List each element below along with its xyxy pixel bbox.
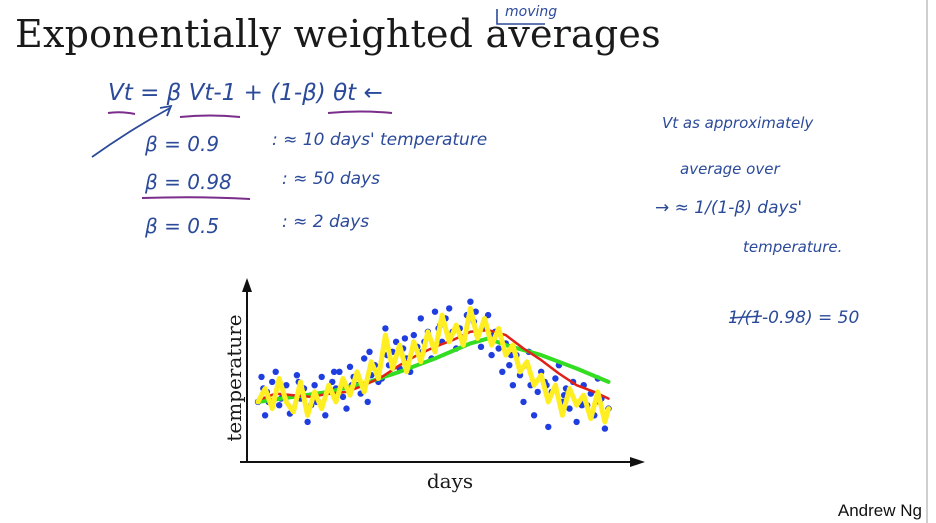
temperature-point — [269, 378, 276, 386]
temperature-point — [566, 405, 573, 412]
beta-row-2-value: β = 0.98 — [145, 170, 232, 194]
temperature-point — [311, 382, 318, 389]
right-note-line-2: average over — [680, 160, 780, 178]
temperature-point — [364, 398, 371, 406]
beta-row-2-approx: : ≈ 50 days — [282, 169, 380, 189]
temperature-point — [488, 351, 495, 359]
temperature-point — [293, 372, 301, 379]
title-annotation-moving: moving — [505, 4, 558, 20]
temperature-point — [318, 373, 325, 381]
temperature-point — [573, 418, 580, 426]
temperature-point — [261, 412, 269, 419]
temperature-point — [276, 402, 283, 409]
y-axis-label: temperature — [222, 314, 246, 441]
right-calc: 1/(1-0.98) = 50 — [728, 308, 860, 328]
temperature-point — [520, 398, 527, 406]
beta-row-1-value: β = 0.9 — [145, 132, 220, 156]
temperature-point — [272, 368, 279, 375]
x-axis-arrowhead — [630, 457, 645, 467]
calc-fraction-bar — [729, 315, 763, 319]
beta-row-3-value: β = 0.5 — [145, 214, 220, 238]
temperature-point — [552, 375, 559, 382]
temperature-point — [530, 412, 538, 419]
average-line-green — [256, 336, 611, 404]
beta-pointer-arrowhead — [159, 104, 173, 117]
temperature-point — [401, 335, 409, 342]
temperature-point — [446, 305, 453, 312]
temperature-point — [417, 315, 424, 322]
author-credit: Andrew Ng — [837, 501, 922, 520]
y-axis-arrowhead — [242, 278, 252, 292]
temperature-point — [329, 378, 336, 386]
temperature-point — [366, 348, 373, 355]
temperature-point — [506, 362, 513, 369]
temperature-point — [467, 298, 474, 305]
temperature-point — [499, 368, 506, 375]
temperature-point — [336, 368, 343, 375]
temperature-point — [343, 405, 350, 412]
temperature-point — [484, 311, 492, 319]
average-lines — [255, 305, 611, 425]
temperature-point — [392, 338, 400, 345]
slide-title: Exponentially weighted averages — [15, 12, 661, 56]
beta-row-1-approx: : ≈ 10 days' temperature — [272, 130, 488, 150]
temperature-point — [382, 325, 389, 332]
formula-underline-2 — [179, 114, 241, 118]
temperature-point — [431, 308, 439, 315]
beta-row-3-approx: : ≈ 2 days — [282, 212, 370, 232]
right-note-line-3: → ≈ 1/(1-β) days' — [655, 198, 803, 218]
formula-underline-1 — [107, 111, 136, 115]
temperature-point — [361, 355, 368, 362]
temperature-point — [258, 373, 265, 381]
temperature-point — [322, 412, 329, 419]
slide-edge — [926, 0, 928, 523]
temperature-point — [477, 343, 485, 350]
temperature-point — [509, 382, 517, 389]
right-note-line-4: temperature. — [743, 238, 843, 256]
formula-underline-3 — [327, 110, 393, 114]
temperature-point — [534, 388, 541, 396]
temperature-point — [601, 425, 609, 432]
formula: Vt = β Vt-1 + (1-β) θt ← — [108, 80, 383, 106]
temperature-point — [545, 423, 552, 431]
temperature-point — [283, 382, 290, 389]
beta-underline — [141, 196, 251, 200]
x-axis-label: days — [427, 469, 473, 493]
right-note-line-1: Vt as approximately — [662, 114, 814, 132]
temperature-point — [330, 368, 338, 375]
temperature-point — [304, 418, 311, 426]
beta-pointer-arrow — [91, 107, 171, 158]
temperature-point — [339, 393, 347, 401]
average-line-yellow — [255, 305, 611, 425]
temperature-point — [346, 363, 354, 370]
temperature-point — [410, 331, 417, 339]
temperature-point — [495, 345, 502, 352]
